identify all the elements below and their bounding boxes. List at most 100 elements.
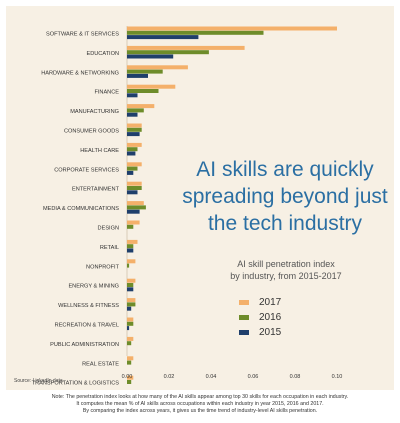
category-label: RECREATION & TRAVEL xyxy=(55,323,119,329)
bar-2016 xyxy=(127,166,138,171)
bar-2017 xyxy=(127,239,138,244)
bar-2015 xyxy=(127,306,132,311)
bar-2016 xyxy=(127,147,138,152)
bar-2016 xyxy=(127,186,142,190)
bar-2015 xyxy=(127,248,134,253)
category-label: DESIGN xyxy=(98,226,119,232)
chart-title-line: spreading beyond just xyxy=(182,185,388,208)
category-label: HEALTH CARE xyxy=(80,148,119,154)
footnote-line: By comparing the index across years, it … xyxy=(82,408,318,414)
bar-2015 xyxy=(127,112,138,117)
legend-swatch xyxy=(239,314,249,320)
bar-2017 xyxy=(127,356,134,361)
bar-2017 xyxy=(127,259,136,264)
bar-2015 xyxy=(127,54,174,59)
category-label: MEDIA & COMMUNICATIONS xyxy=(43,206,119,212)
bar-2017 xyxy=(127,84,176,89)
bar-2016 xyxy=(127,380,132,384)
chart-title: AI skills are quickly spreading beyond j… xyxy=(178,156,392,237)
bar-2017 xyxy=(127,278,136,283)
bar-2016 xyxy=(127,263,130,268)
legend-item-2017: 2017 xyxy=(239,295,281,309)
bar-chart: SOFTWARE & IT SERVICES EDUCATION HARDWARE … xyxy=(32,26,343,387)
bar-2016 xyxy=(127,127,142,132)
category-label: ENERGY & MINING xyxy=(68,284,119,290)
chart-subtitle-line: AI skill penetration index xyxy=(237,259,335,269)
bar-2017 xyxy=(127,220,140,225)
bar-2015 xyxy=(127,326,130,331)
footnote-line: It computes the mean % of AI skills acro… xyxy=(76,401,324,407)
bar-2015 xyxy=(127,151,136,156)
category-label: ENTERTAINMENT xyxy=(72,187,120,193)
chart-subtitle: AI skill penetration index by industry, … xyxy=(206,258,366,282)
bar-2015 xyxy=(127,132,140,137)
x-tick-label: 0.06 xyxy=(248,374,259,380)
category-label: PUBLIC ADMINISTRATION xyxy=(50,342,119,348)
bar-2017 xyxy=(127,162,142,167)
bar-2017 xyxy=(127,375,134,380)
legend: 2017 2016 2015 xyxy=(239,295,281,340)
bar-2016 xyxy=(127,224,134,229)
x-tick-label: 0.04 xyxy=(206,374,217,380)
bar-2017 xyxy=(127,336,134,341)
x-tick-label: 0.10 xyxy=(332,374,343,380)
bar-2016 xyxy=(127,50,209,55)
category-label: NONPROFIT xyxy=(86,264,120,270)
bar-2015 xyxy=(127,287,134,292)
chart-title-line: the tech industry xyxy=(207,212,363,235)
bar-2017 xyxy=(127,181,142,186)
bar-2017 xyxy=(127,123,142,128)
footnote: Note: The penetration index looks at how… xyxy=(10,394,390,415)
bar-2017 xyxy=(127,26,337,31)
legend-label: 2017 xyxy=(259,296,282,308)
bar-2017 xyxy=(127,104,155,109)
bar-2017 xyxy=(127,142,142,147)
bar-2017 xyxy=(127,298,136,303)
category-label: EDUCATION xyxy=(86,51,119,57)
bar-2015 xyxy=(127,190,138,195)
bar-2016 xyxy=(127,89,159,93)
bar-2016 xyxy=(127,244,134,249)
bar-2016 xyxy=(127,108,144,113)
legend-item-2015: 2015 xyxy=(239,325,281,339)
bar-2017 xyxy=(127,201,144,206)
legend-swatch xyxy=(239,329,249,335)
bar-2016 xyxy=(127,321,134,326)
legend-label: 2015 xyxy=(259,326,282,338)
bar-2017 xyxy=(127,65,188,70)
chart-title-line: AI skills are quickly xyxy=(196,158,374,181)
category-label: CONSUMER GOODS xyxy=(64,129,119,135)
category-label: REAL ESTATE xyxy=(82,361,119,367)
bar-2016 xyxy=(127,283,134,287)
bar-2015 xyxy=(127,73,148,78)
chart-subtitle-line: by industry, from 2015-2017 xyxy=(230,271,342,281)
category-label: RETAIL xyxy=(100,245,119,251)
bar-2015 xyxy=(127,35,199,40)
bar-2017 xyxy=(127,45,245,50)
bar-2016 xyxy=(127,302,136,307)
category-label: HARDWARE & NETWORKING xyxy=(41,70,119,76)
category-label: SOFTWARE & IT SERVICES xyxy=(46,32,119,38)
x-tick-label: 0.02 xyxy=(164,374,175,380)
legend-swatch xyxy=(239,299,249,305)
bar-2016 xyxy=(127,30,264,35)
footnote-line: Note: The penetration index looks at how… xyxy=(51,394,349,400)
bar-2015 xyxy=(127,170,134,175)
legend-item-2016: 2016 xyxy=(239,310,281,324)
bar-2016 xyxy=(127,205,146,210)
bar-2016 xyxy=(127,360,132,365)
x-tick-label: 0.08 xyxy=(290,374,301,380)
chart-panel: SOFTWARE & IT SERVICES EDUCATION HARDWARE … xyxy=(6,6,394,390)
source-text: Source: LinkedIn data. xyxy=(14,378,65,384)
category-label: WELLNESS & FITNESS xyxy=(58,303,119,309)
bar-2015 xyxy=(127,93,138,98)
bar-2017 xyxy=(127,317,134,322)
x-tick-label: 0.00 xyxy=(122,374,133,380)
bar-2015 xyxy=(127,209,140,214)
category-label: FINANCE xyxy=(94,90,119,96)
category-label: MANUFACTURING xyxy=(70,109,119,115)
bar-2016 xyxy=(127,69,163,74)
category-label: CORPORATE SERVICES xyxy=(54,167,119,173)
bar-2016 xyxy=(127,341,132,346)
category-label: TRANSPORTATION & LOGISTICS xyxy=(32,381,120,387)
